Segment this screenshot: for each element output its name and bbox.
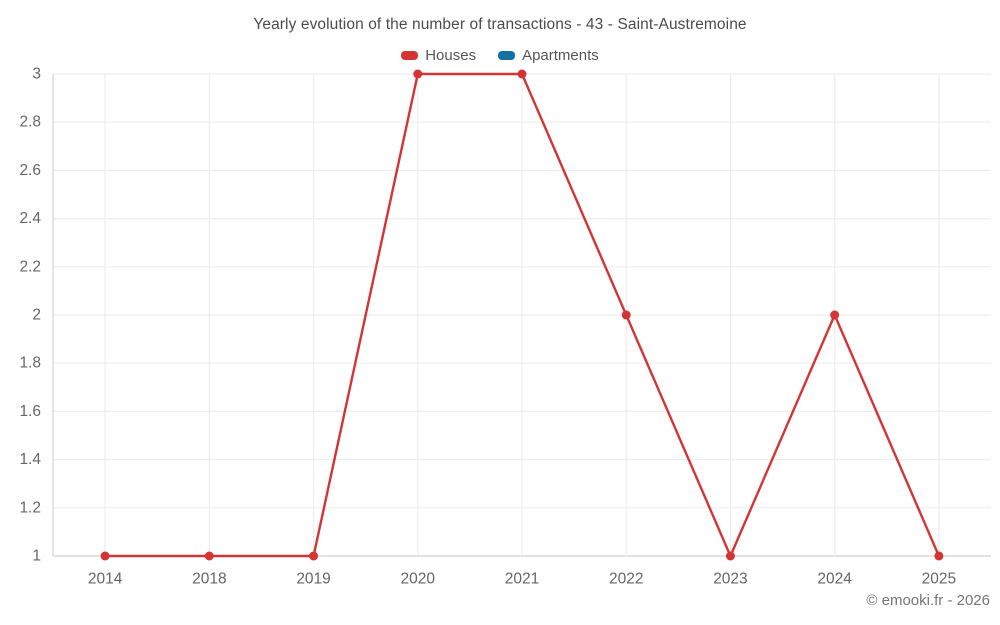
y-tick-label: 3 xyxy=(32,66,41,83)
legend-swatch-apartments xyxy=(498,50,516,60)
x-tick-label: 2018 xyxy=(192,571,226,588)
y-tick-label: 1.6 xyxy=(19,403,41,420)
attribution-text: © emooki.fr - 2026 xyxy=(866,592,990,609)
legend-swatch-houses xyxy=(401,50,419,60)
legend-item-apartments[interactable]: Apartments xyxy=(498,47,599,64)
x-tick-label: 2023 xyxy=(713,571,747,588)
y-tick-label: 2.8 xyxy=(19,114,41,131)
y-tick-label: 2.4 xyxy=(19,210,41,227)
y-tick-label: 1.2 xyxy=(19,499,41,516)
y-tick-label: 1.8 xyxy=(19,355,41,372)
x-tick-label: 2020 xyxy=(401,571,436,588)
chart-legend: Houses Apartments xyxy=(0,46,1000,64)
data-point-houses-2024 xyxy=(830,310,840,320)
x-tick-label: 2019 xyxy=(296,571,330,588)
y-tick-label: 2.2 xyxy=(19,258,41,275)
x-tick-label: 2025 xyxy=(922,571,956,588)
y-tick-label: 1 xyxy=(32,548,41,565)
data-point-houses-2018 xyxy=(204,551,214,561)
x-tick-label: 2024 xyxy=(817,571,852,588)
data-point-houses-2021 xyxy=(517,69,527,79)
data-point-houses-2014 xyxy=(100,551,110,561)
y-tick-label: 2.6 xyxy=(19,162,41,179)
data-point-houses-2025 xyxy=(934,551,944,561)
data-point-houses-2019 xyxy=(309,551,319,561)
y-tick-label: 2 xyxy=(32,307,41,324)
x-tick-label: 2022 xyxy=(609,571,643,588)
legend-label: Apartments xyxy=(522,46,599,64)
legend-item-houses[interactable]: Houses xyxy=(401,47,476,64)
x-tick-label: 2014 xyxy=(88,571,123,588)
x-tick-label: 2021 xyxy=(505,571,539,588)
legend-label: Houses xyxy=(425,46,477,64)
data-point-houses-2020 xyxy=(413,69,423,79)
y-tick-label: 1.4 xyxy=(19,451,41,468)
data-point-houses-2023 xyxy=(725,551,735,561)
data-point-houses-2022 xyxy=(621,310,631,320)
chart-title: Yearly evolution of the number of transa… xyxy=(253,16,747,33)
